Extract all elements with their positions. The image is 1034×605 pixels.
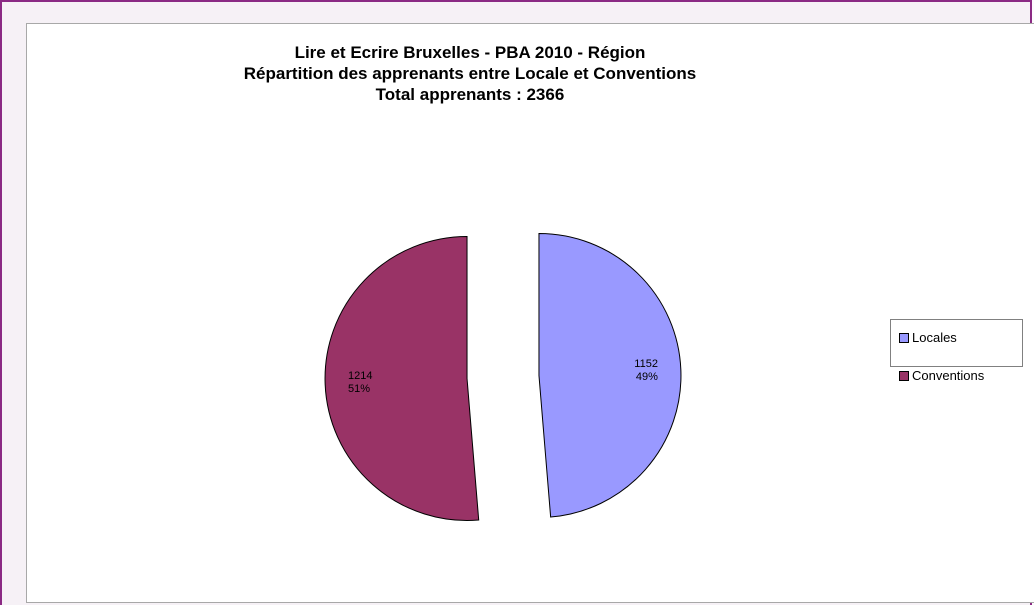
slice-percent-label-conventions: 51% xyxy=(348,383,370,395)
chart-title-line-2: Répartition des apprenants entre Locale … xyxy=(243,64,697,83)
chart-title-line-3: Total apprenants : 2366 xyxy=(375,85,565,104)
legend-label-conventions: Conventions xyxy=(912,368,985,383)
chart-legend: Locales Conventions xyxy=(890,319,1023,383)
legend-label-locales: Locales xyxy=(912,330,957,345)
pie-slice-conventions xyxy=(324,235,480,521)
pie-slice-locales xyxy=(538,233,682,518)
chart-area xyxy=(26,23,1034,603)
legend-swatch-conventions xyxy=(899,370,909,381)
chart-title: Lire et Ecrire Bruxelles - PBA 2010 - Ré… xyxy=(150,42,790,105)
chart-title-line-1: Lire et Ecrire Bruxelles - PBA 2010 - Ré… xyxy=(294,43,646,62)
slice-value-label-locales: 1152 xyxy=(634,358,658,370)
legend-item-locales: Locales xyxy=(899,330,957,345)
legend-item-conventions: Conventions xyxy=(899,368,984,383)
slice-percent-label-locales: 49% xyxy=(636,371,658,383)
legend-swatch-locales xyxy=(899,332,909,343)
slice-value-label-conventions: 1214 xyxy=(348,370,372,382)
